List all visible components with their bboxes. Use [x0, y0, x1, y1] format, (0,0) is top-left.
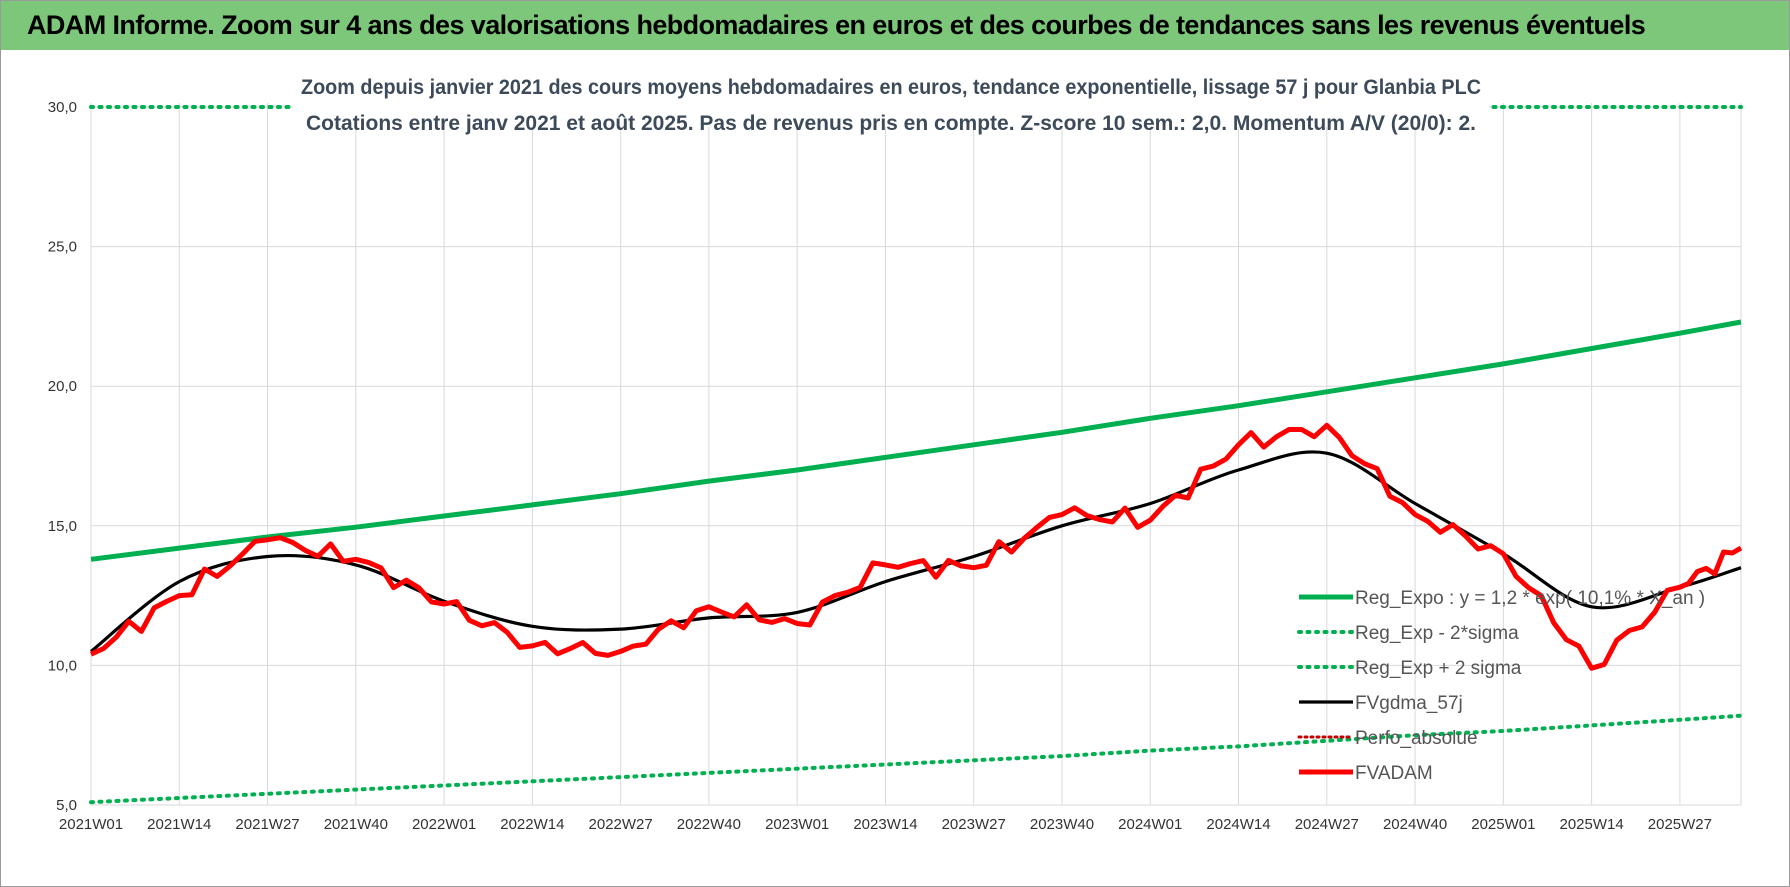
x-tick-label: 2022W14: [500, 816, 564, 833]
series-lines: [89, 105, 1743, 805]
x-tick-label: 2025W01: [1471, 816, 1535, 833]
x-tick-label: 2023W27: [942, 816, 1006, 833]
chart-subtitle: Cotations entre janv 2021 et août 2025. …: [306, 112, 1476, 135]
legend-entry: FVgdma_57j: [1355, 693, 1463, 714]
legend-entry: Perfo_absolue: [1355, 728, 1478, 749]
chart-title: Zoom depuis janvier 2021 des cours moyen…: [301, 76, 1481, 99]
x-tick-label: 2023W40: [1030, 816, 1094, 833]
x-tick-label: 2024W40: [1383, 816, 1447, 833]
legend-entry: Reg_Expo : y = 1,2 * exp( 10,1% * X_an ): [1355, 588, 1705, 609]
y-tick-label: 30,0: [48, 99, 77, 116]
legend-entry: Reg_Exp + 2 sigma: [1355, 658, 1522, 679]
x-tick-label: 2023W14: [853, 816, 917, 833]
x-tick-label: 2023W01: [765, 816, 829, 833]
y-tick-label: 10,0: [48, 657, 77, 674]
x-tick-label: 2021W27: [235, 816, 299, 833]
series-line-5: [89, 422, 1743, 671]
x-tick-label: 2024W01: [1118, 816, 1182, 833]
y-axis-ticks: 5,0 10,0 15,0 20,0 25,0 30,0: [48, 99, 77, 814]
legend: Reg_Expo : y = 1,2 * exp( 10,1% * X_an )…: [1297, 588, 1705, 784]
x-tick-label: 2021W40: [324, 816, 388, 833]
y-tick-label: 5,0: [56, 797, 77, 814]
x-tick-label: 2024W27: [1295, 816, 1359, 833]
y-tick-label: 15,0: [48, 518, 77, 535]
x-tick-label: 2024W14: [1206, 816, 1270, 833]
y-tick-label: 25,0: [48, 239, 77, 256]
y-tick-label: 20,0: [48, 378, 77, 395]
banner-title: ADAM Informe. Zoom sur 4 ans des valoris…: [27, 10, 1646, 40]
x-tick-label: 2022W40: [677, 816, 741, 833]
series-line-1: [89, 713, 1743, 805]
x-tick-label: 2022W01: [412, 816, 476, 833]
x-tick-label: 2021W14: [147, 816, 211, 833]
legend-entry: FVADAM: [1355, 763, 1433, 784]
x-tick-label: 2025W14: [1560, 816, 1624, 833]
x-tick-label: 2021W01: [59, 816, 123, 833]
subtitle-box: [293, 63, 1489, 127]
x-tick-label: 2022W27: [589, 816, 653, 833]
series-line-0: [90, 319, 1742, 562]
legend-entry: Reg_Exp - 2*sigma: [1355, 623, 1519, 644]
report-banner: ADAM Informe. Zoom sur 4 ans des valoris…: [1, 1, 1789, 50]
x-axis-ticks: 2021W01 2021W14 2021W27 2021W40 2022W01 2022W…: [59, 816, 1712, 833]
x-tick-label: 2025W27: [1648, 816, 1712, 833]
